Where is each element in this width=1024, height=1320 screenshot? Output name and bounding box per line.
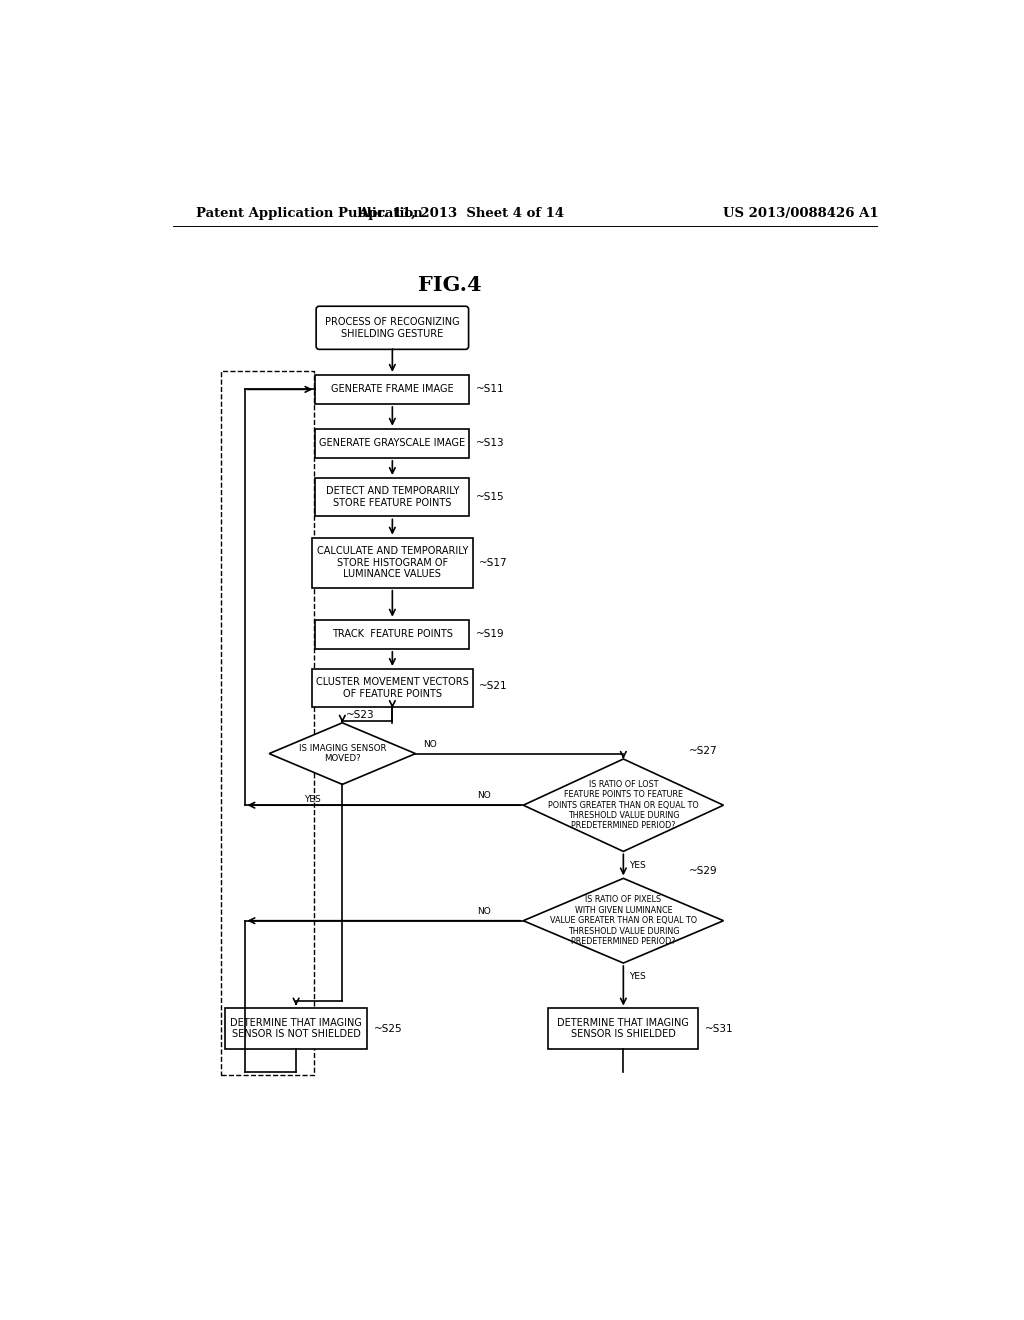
Polygon shape (523, 759, 724, 851)
Text: NO: NO (477, 907, 490, 916)
Text: YES: YES (630, 973, 646, 981)
Bar (315, 478, 469, 516)
Text: ~S13: ~S13 (475, 438, 504, 449)
Text: ~S23: ~S23 (346, 710, 375, 721)
Text: ~S21: ~S21 (479, 681, 508, 690)
Text: ~S17: ~S17 (479, 557, 508, 568)
Text: ~S27: ~S27 (689, 746, 718, 756)
Text: YES: YES (304, 796, 321, 804)
Bar (315, 375, 469, 404)
Bar (225, 1008, 368, 1048)
Polygon shape (523, 878, 724, 964)
Bar (221, 371, 313, 1076)
Text: DETERMINE THAT IMAGING
SENSOR IS NOT SHIELDED: DETERMINE THAT IMAGING SENSOR IS NOT SHI… (230, 1018, 362, 1039)
Text: US 2013/0088426 A1: US 2013/0088426 A1 (723, 207, 879, 220)
Text: CALCULATE AND TEMPORARILY
STORE HISTOGRAM OF
LUMINANCE VALUES: CALCULATE AND TEMPORARILY STORE HISTOGRA… (316, 546, 468, 579)
Text: PROCESS OF RECOGNIZING
SHIELDING GESTURE: PROCESS OF RECOGNIZING SHIELDING GESTURE (325, 317, 460, 339)
Polygon shape (269, 723, 416, 784)
Text: GENERATE GRAYSCALE IMAGE: GENERATE GRAYSCALE IMAGE (319, 438, 466, 449)
Text: DETECT AND TEMPORARILY
STORE FEATURE POINTS: DETECT AND TEMPORARILY STORE FEATURE POI… (326, 486, 459, 508)
FancyBboxPatch shape (316, 306, 469, 350)
Text: NO: NO (477, 792, 490, 800)
Text: YES: YES (630, 861, 646, 870)
Bar (315, 619, 469, 649)
Text: DETERMINE THAT IMAGING
SENSOR IS SHIELDED: DETERMINE THAT IMAGING SENSOR IS SHIELDE… (557, 1018, 689, 1039)
Text: FIG.4: FIG.4 (418, 276, 482, 296)
Text: TRACK  FEATURE POINTS: TRACK FEATURE POINTS (332, 630, 453, 639)
Bar (311, 537, 473, 587)
Text: CLUSTER MOVEMENT VECTORS
OF FEATURE POINTS: CLUSTER MOVEMENT VECTORS OF FEATURE POIN… (316, 677, 469, 700)
Text: ~S29: ~S29 (689, 866, 718, 875)
Text: IS IMAGING SENSOR
MOVED?: IS IMAGING SENSOR MOVED? (299, 744, 386, 763)
Text: IS RATIO OF PIXELS
WITH GIVEN LUMINANCE
VALUE GREATER THAN OR EQUAL TO
THRESHOLD: IS RATIO OF PIXELS WITH GIVEN LUMINANCE … (550, 895, 697, 946)
Text: Apr. 11, 2013  Sheet 4 of 14: Apr. 11, 2013 Sheet 4 of 14 (358, 207, 564, 220)
Text: ~S19: ~S19 (475, 630, 504, 639)
Text: IS RATIO OF LOST
FEATURE POINTS TO FEATURE
POINTS GREATER THAN OR EQUAL TO
THRES: IS RATIO OF LOST FEATURE POINTS TO FEATU… (548, 780, 698, 830)
Bar (315, 429, 469, 458)
Text: Patent Application Publication: Patent Application Publication (196, 207, 423, 220)
Text: ~S11: ~S11 (475, 384, 504, 395)
Bar (548, 1008, 698, 1048)
Text: ~S15: ~S15 (475, 492, 504, 502)
Text: NO: NO (423, 741, 437, 748)
Text: GENERATE FRAME IMAGE: GENERATE FRAME IMAGE (331, 384, 454, 395)
Text: ~S25: ~S25 (374, 1023, 402, 1034)
Bar (311, 669, 473, 708)
Text: ~S31: ~S31 (705, 1023, 733, 1034)
